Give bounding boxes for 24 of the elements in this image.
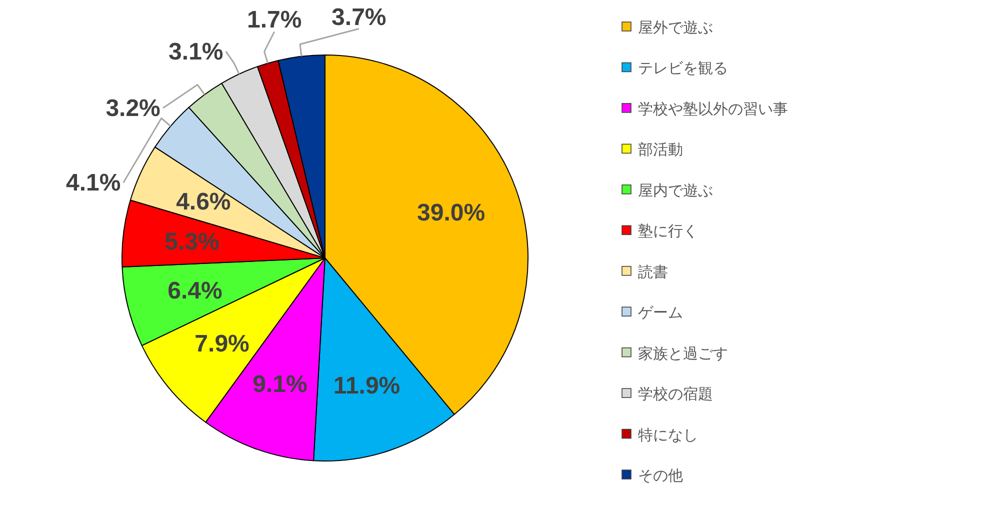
legend-label: 部活動 bbox=[638, 140, 683, 159]
legend-label: 特になし bbox=[638, 426, 698, 444]
data-label: 7.9% bbox=[194, 330, 250, 358]
legend-label: その他 bbox=[638, 466, 683, 484]
data-label: 4.1% bbox=[66, 170, 121, 197]
legend-label: 塾に行く bbox=[638, 222, 698, 240]
data-label: 4.6% bbox=[176, 188, 231, 216]
legend-label: 読書 bbox=[638, 262, 668, 281]
data-label: 5.3% bbox=[164, 228, 220, 256]
data-label: 9.1% bbox=[252, 371, 308, 398]
data-label: 1.7% bbox=[247, 6, 302, 34]
legend-label: 学校の宿題 bbox=[638, 385, 713, 404]
data-label: 6.4% bbox=[168, 278, 222, 305]
data-label: 3.1% bbox=[168, 38, 224, 66]
data-label: 39.0% bbox=[417, 200, 486, 227]
legend-label: テレビを観る bbox=[638, 59, 728, 78]
legend-label: 学校や塾以外の習い事 bbox=[638, 100, 788, 118]
data-label: 11.9% bbox=[333, 372, 400, 400]
data-label: 3.2% bbox=[106, 95, 160, 122]
legend-label: 屋内で遊ぶ bbox=[638, 181, 713, 200]
legend-label: ゲーム bbox=[638, 304, 683, 322]
legend-label: 家族と過ごす bbox=[638, 344, 728, 362]
legend-label: 屋外で遊ぶ bbox=[638, 18, 713, 36]
data-label: 3.7% bbox=[332, 4, 386, 31]
